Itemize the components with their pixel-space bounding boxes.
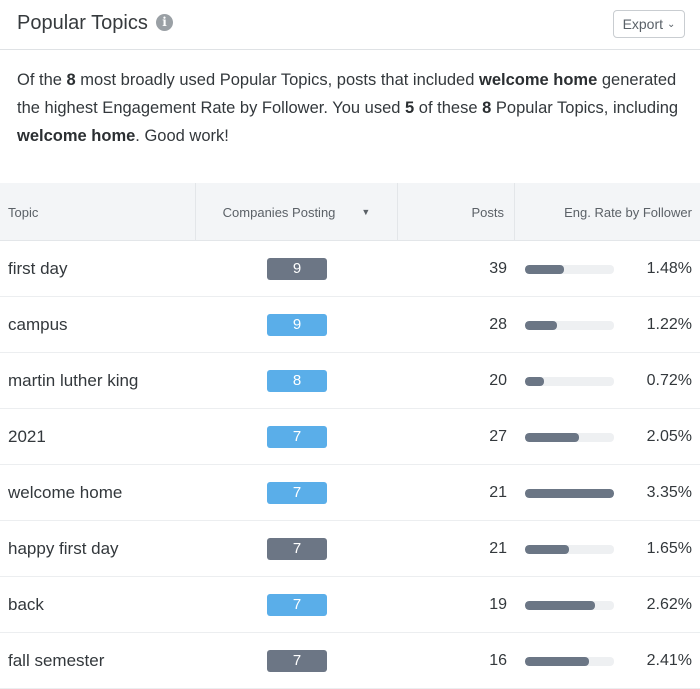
column-header-posts[interactable]: Posts [398,183,515,241]
eng-rate-bar-fill [525,545,569,554]
companies-posting-badge: 7 [267,594,327,616]
topic-name: 2021 [8,427,46,446]
posts-count: 39 [489,260,507,277]
table-row[interactable]: martin luther king 8 20 0.72% [0,353,700,409]
eng-rate-bar [525,489,614,498]
eng-rate-bar-fill [525,377,545,386]
topic-name: happy first day [8,539,119,558]
companies-posting-badge: 7 [267,538,327,560]
summary-text: Of the 8 most broadly used Popular Topic… [17,71,679,145]
eng-rate-value: 1.22% [646,316,692,333]
companies-posting-badge: 7 [267,650,327,672]
eng-rate-value: 2.62% [646,596,692,613]
eng-rate-bar [525,433,614,442]
eng-rate-value: 0.72% [646,372,692,389]
eng-rate-bar-fill [525,321,558,330]
export-button[interactable]: Export ⌄ [613,10,685,38]
eng-rate-value: 3.35% [646,484,692,501]
topics-table: Topic Companies Posting ▼ Posts Eng. Rat… [0,183,700,689]
eng-rate-bar-fill [525,433,580,442]
column-header-topic[interactable]: Topic [8,204,39,220]
posts-count: 27 [489,428,507,445]
info-icon[interactable]: i [156,14,173,31]
eng-rate-bar [525,265,614,274]
table-row[interactable]: welcome home 7 21 3.35% [0,465,700,521]
posts-count: 19 [489,596,507,613]
caret-down-icon[interactable]: ▼ [361,207,371,217]
posts-count: 20 [489,372,507,389]
eng-rate-bar-fill [525,489,614,498]
topic-name: fall semester [8,651,105,670]
eng-rate-bar-fill [525,265,565,274]
companies-posting-badge: 9 [267,314,327,336]
topic-name: back [8,595,44,614]
topic-name: campus [8,315,68,334]
table-body: first day 9 39 1.48% campus 9 28 1.22% martin lu… [0,241,700,689]
table-row[interactable]: campus 9 28 1.22% [0,297,700,353]
table-row[interactable]: fall semester 7 16 2.41% [0,633,700,689]
column-header-eng-rate[interactable]: Eng. Rate by Follower [564,204,692,220]
topic-name: welcome home [8,483,123,502]
chevron-down-icon: ⌄ [667,18,676,30]
eng-rate-bar [525,321,614,330]
eng-rate-bar [525,657,614,666]
panel-header: Popular Topics i Export ⌄ [0,0,700,50]
topic-name: martin luther king [8,371,139,390]
eng-rate-value: 1.65% [646,540,692,557]
eng-rate-bar-fill [525,601,595,610]
posts-count: 21 [489,540,507,557]
eng-rate-value: 2.05% [646,428,692,445]
eng-rate-bar [525,601,614,610]
eng-rate-bar [525,377,614,386]
eng-rate-bar [525,545,614,554]
table-header: Topic Companies Posting ▼ Posts Eng. Rat… [0,183,700,241]
page-title: Popular Topics [17,12,148,34]
table-row[interactable]: first day 9 39 1.48% [0,241,700,297]
column-header-companies-posting[interactable]: Companies Posting ▼ [195,183,398,241]
table-row[interactable]: 2021 7 27 2.05% [0,409,700,465]
table-row[interactable]: back 7 19 2.62% [0,577,700,633]
eng-rate-bar-fill [525,657,590,666]
eng-rate-value: 1.48% [646,260,692,277]
posts-count: 21 [489,484,507,501]
posts-count: 28 [489,316,507,333]
eng-rate-value: 2.41% [646,652,692,669]
posts-count: 16 [489,652,507,669]
companies-posting-badge: 7 [267,482,327,504]
companies-posting-badge: 8 [267,370,327,392]
companies-posting-badge: 9 [267,258,327,280]
companies-posting-badge: 7 [267,426,327,448]
table-row[interactable]: happy first day 7 21 1.65% [0,521,700,577]
export-button-label: Export [622,16,664,32]
topic-name: first day [8,259,68,278]
